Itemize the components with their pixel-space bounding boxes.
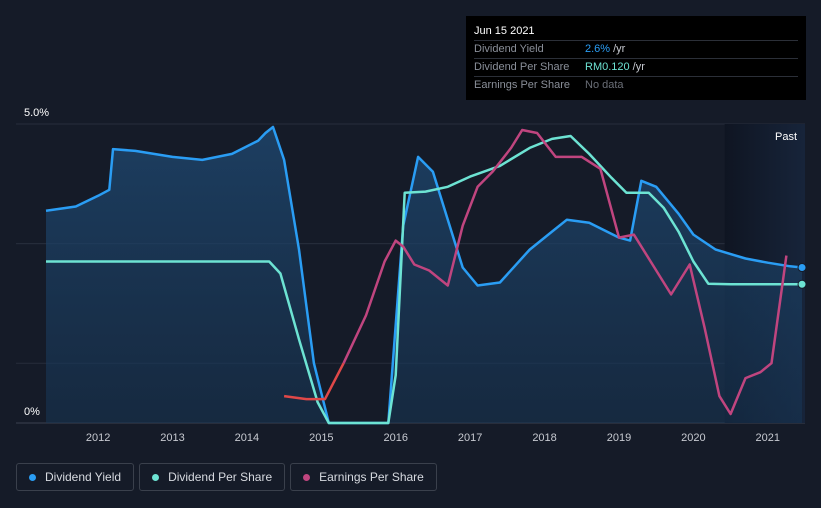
legend-label: Dividend Yield — [45, 470, 122, 484]
x-tick-label: 2015 — [309, 432, 333, 444]
series-line-dividend_per_share — [46, 134, 802, 425]
label-layer: 5.0% 0% Past 2012 2013 2014 2015 2016 2017 2018 20… — [24, 107, 797, 444]
series-line-dividend_yield — [45, 125, 803, 425]
y-axis-bottom-label: 0% — [24, 406, 40, 418]
legend-dot-icon — [152, 473, 160, 481]
x-tick-label: 2012 — [86, 432, 110, 444]
series-area-dividend_yield — [46, 127, 802, 423]
tooltip-row-dividend-per-share: Dividend Per Share RM0.120 /yr — [474, 59, 798, 77]
tooltip-label: Dividend Per Share — [474, 61, 570, 73]
end-marker-dividend_per_share — [797, 279, 807, 289]
tooltip-panel: Jun 15 2021 Dividend Yield 2.6% /yr Divi… — [466, 16, 806, 100]
line-layer — [45, 125, 803, 425]
tooltip-unit: /yr — [613, 43, 626, 55]
marker-layer — [797, 263, 807, 289]
y-axis-top-label: 5.0% — [24, 107, 49, 119]
legend-dot-icon — [29, 473, 36, 481]
legend-item-earnings-per-share[interactable]: Earnings Per Share — [290, 463, 437, 491]
legend: Dividend Yield Dividend Per Share Earnin… — [16, 463, 437, 491]
tooltip-label: Earnings Per Share — [474, 79, 570, 91]
fill-layer — [46, 127, 802, 423]
legend-item-dividend-yield[interactable]: Dividend Yield — [16, 463, 135, 491]
legend-label: Dividend Per Share — [168, 470, 273, 484]
x-tick-label: 2017 — [458, 432, 482, 444]
legend-item-dividend-per-share[interactable]: Dividend Per Share — [139, 463, 286, 491]
x-tick-label: 2016 — [383, 432, 407, 444]
tooltip-unit: /yr — [632, 61, 645, 73]
x-tick-label: 2021 — [756, 432, 780, 444]
series-line-eps-negative — [283, 362, 345, 401]
x-tick-label: 2014 — [235, 432, 259, 444]
x-tick-label: 2018 — [532, 432, 556, 444]
x-tick-label: 2020 — [681, 432, 705, 444]
tooltip-row-earnings-per-share: Earnings Per Share No data — [474, 77, 798, 94]
tooltip-label: Dividend Yield — [474, 43, 544, 55]
end-marker-dividend_yield — [797, 263, 807, 273]
tooltip-value: No data — [585, 79, 624, 91]
series-line-eps — [342, 128, 788, 416]
tooltip-value: RM0.120 — [585, 61, 630, 73]
chart-area: 5.0% 0% Past 2012 2013 2014 2015 2016 2017 2018 20… — [16, 107, 807, 444]
past-label: Past — [775, 131, 797, 143]
tooltip-date: Jun 15 2021 — [474, 22, 798, 41]
tooltip-value: 2.6% — [585, 43, 611, 55]
tooltip-row-dividend-yield: Dividend Yield 2.6% /yr — [474, 41, 798, 59]
x-tick-label: 2019 — [607, 432, 631, 444]
legend-dot-icon — [303, 473, 311, 481]
legend-label: Earnings Per Share — [319, 470, 424, 484]
x-tick-label: 2013 — [160, 432, 184, 444]
